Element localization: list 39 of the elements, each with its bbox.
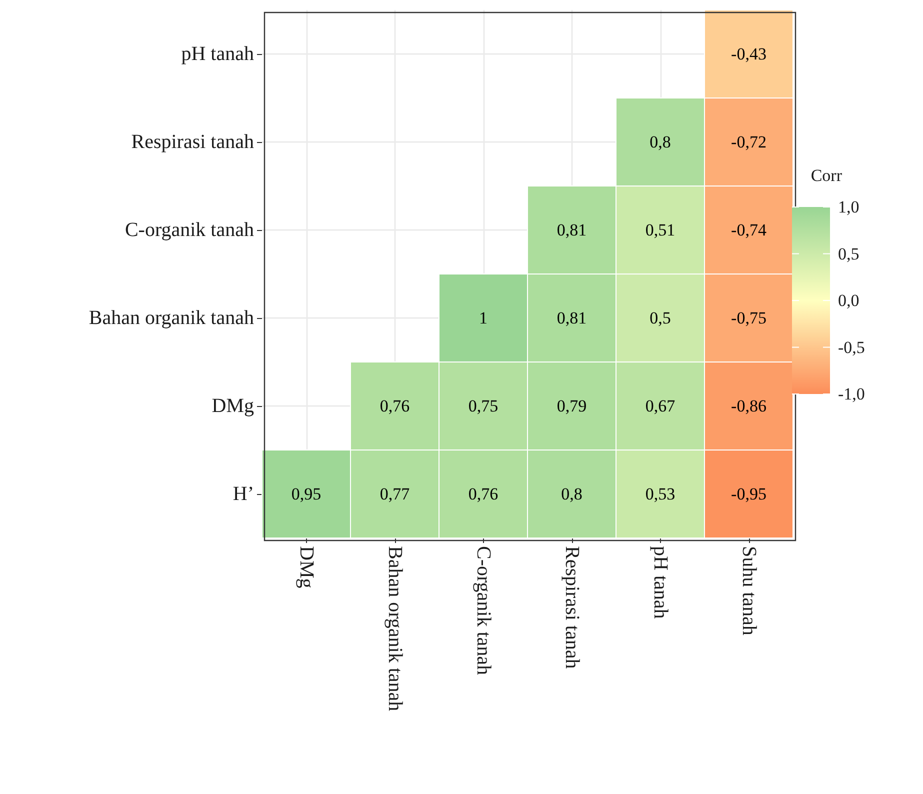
y-tick-label: H’	[232, 483, 254, 505]
color-bar-label: 1,0	[838, 198, 860, 216]
color-bar-title: Corr	[810, 166, 842, 185]
color-bar-label: 0,0	[838, 291, 860, 310]
y-tick-label: Respirasi tanah	[131, 131, 254, 153]
color-bar-label: 0,5	[838, 244, 860, 264]
x-tick-label: Suhu tanah	[738, 546, 760, 636]
data-label: 0,8	[650, 132, 671, 152]
data-label: -0,86	[731, 396, 766, 416]
data-label: -0,75	[731, 308, 766, 328]
y-tick-label: DMg	[212, 395, 254, 417]
data-label: 0,53	[645, 484, 676, 504]
data-label: 0,8	[561, 484, 582, 504]
data-label: 0,67	[645, 396, 676, 416]
data-label: 0,75	[468, 396, 498, 416]
y-tick-label: pH tanah	[181, 43, 254, 65]
data-label: -0,74	[731, 220, 767, 240]
x-tick-label: DMg	[295, 546, 318, 588]
y-tick-label: C-organik tanah	[124, 219, 254, 241]
data-label: 0,76	[380, 396, 410, 416]
x-tick-label: pH tanah	[649, 546, 672, 619]
data-label: 0,79	[556, 396, 587, 416]
x-tick-label: Bahan organik tanah	[384, 546, 406, 712]
data-label: 0,76	[468, 484, 498, 504]
data-label: -0,43	[731, 44, 766, 64]
data-label: 1	[479, 308, 488, 328]
data-label: 0,81	[556, 220, 587, 240]
color-bar-label: -0,5	[838, 338, 865, 357]
data-label: 0,77	[380, 484, 410, 504]
data-label: 0,51	[645, 220, 676, 240]
color-bar-label: -1,0	[838, 384, 865, 404]
data-label: 0,81	[556, 308, 587, 328]
data-label: 0,5	[650, 308, 671, 328]
data-label: -0,95	[731, 484, 766, 504]
x-tick-label: Respirasi tanah	[560, 546, 583, 669]
data-label: 0,95	[291, 484, 322, 504]
x-tick-label: C-organik tanah	[472, 546, 494, 676]
y-tick-label: Bahan organik tanah	[88, 307, 254, 329]
data-label: -0,72	[731, 132, 766, 152]
